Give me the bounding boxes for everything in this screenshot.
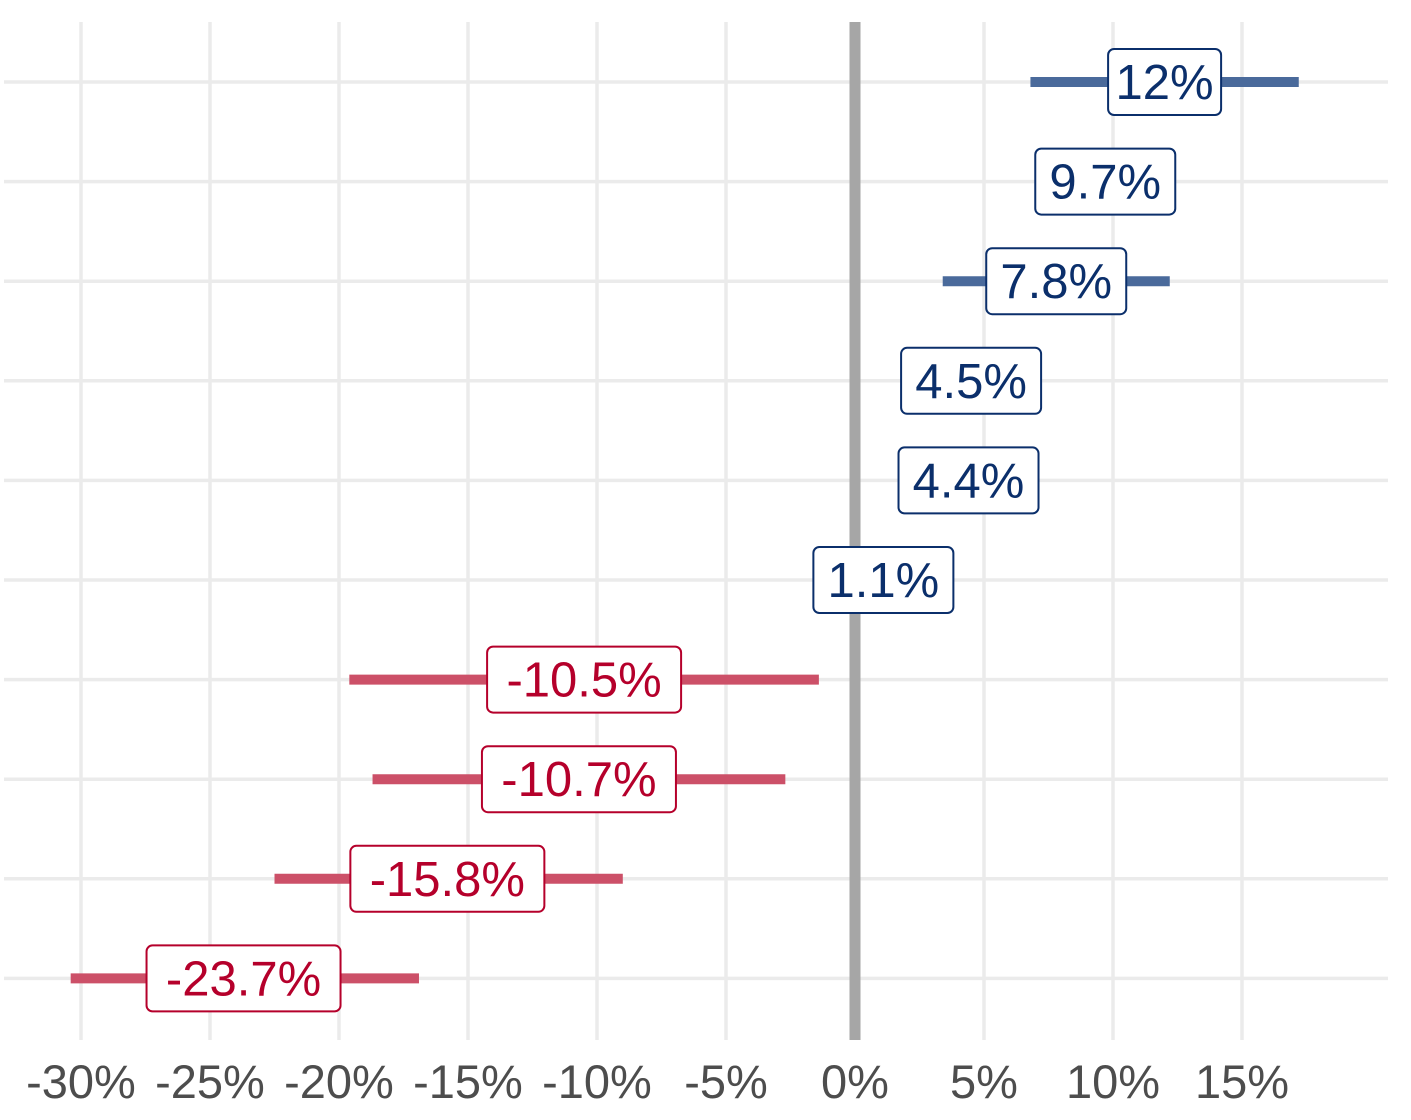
x-tick-label: 10%: [1066, 1055, 1160, 1108]
value-label-text: 4.4%: [913, 454, 1025, 508]
x-axis-tick-labels: -30% -25% -20% -15% -10% -5% 0% 5% 10% 15%: [26, 1055, 1289, 1108]
value-label: 4.5%: [900, 346, 1043, 415]
x-tick-label: -5%: [684, 1055, 768, 1108]
value-label: 9.7%: [1034, 147, 1177, 216]
value-label-text: -10.5%: [506, 654, 661, 708]
value-label-text: 7.8%: [1000, 255, 1112, 309]
value-label-text: 4.5%: [915, 355, 1027, 409]
value-label: -10.5%: [486, 645, 683, 714]
x-tick-label: -20%: [284, 1055, 394, 1108]
value-label-box: [985, 247, 1128, 316]
value-label-box: [349, 844, 546, 913]
x-tick-label: -30%: [26, 1055, 136, 1108]
x-tick-label: 0%: [821, 1055, 889, 1108]
value-label: -23.7%: [145, 944, 342, 1013]
value-label-box: [1034, 147, 1177, 216]
value-label-text: -23.7%: [166, 952, 321, 1006]
value-label: -10.7%: [480, 745, 677, 814]
value-label-box: [486, 645, 683, 714]
value-label-box: [480, 745, 677, 814]
value-label: 12%: [1107, 48, 1223, 116]
value-label-box: [812, 546, 955, 614]
x-tick-label: -25%: [155, 1055, 265, 1108]
value-label-box: [897, 446, 1040, 515]
x-tick-label: -15%: [413, 1055, 523, 1108]
x-tick-label: -10%: [542, 1055, 652, 1108]
value-label-box: [1107, 48, 1223, 116]
value-label: 7.8%: [985, 247, 1128, 316]
value-label-box: [145, 944, 342, 1013]
value-labels: 12% 9.7% 7.8% 4.5% 4.4% 1.1% -10.5% -10.7% -15.8…: [145, 48, 1223, 1013]
x-tick-label: 15%: [1195, 1055, 1289, 1108]
value-label-box: [900, 346, 1043, 415]
value-label-text: -10.7%: [501, 753, 656, 807]
value-label: 1.1%: [812, 546, 955, 614]
value-label-text: 9.7%: [1049, 156, 1161, 210]
x-tick-label: 5%: [950, 1055, 1018, 1108]
value-label-text: 1.1%: [828, 554, 940, 608]
value-label-text: 12%: [1116, 56, 1214, 110]
value-label: 4.4%: [897, 446, 1040, 515]
value-label: -15.8%: [349, 844, 546, 913]
value-label-text: -15.8%: [370, 853, 525, 907]
